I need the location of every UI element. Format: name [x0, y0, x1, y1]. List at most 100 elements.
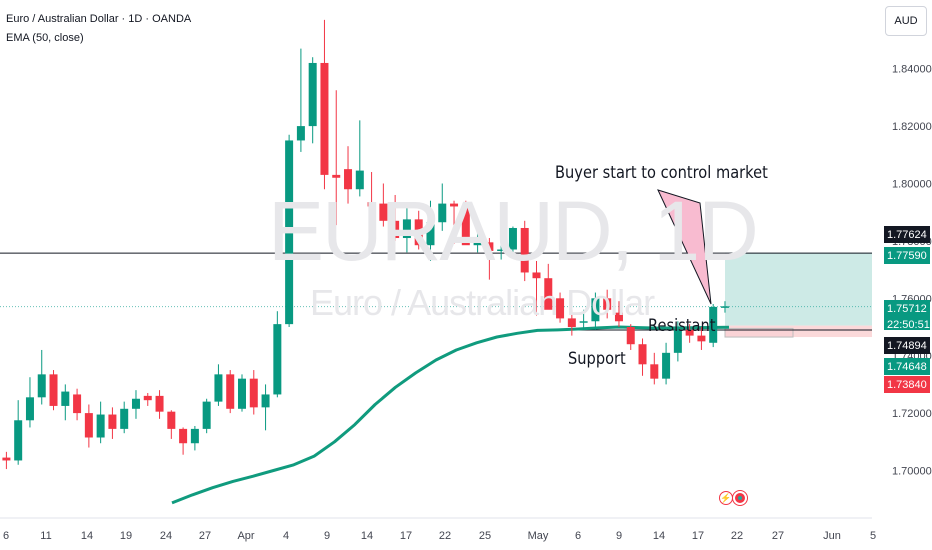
candle-body: [544, 278, 553, 310]
lightning-icon[interactable]: ⚡: [719, 491, 733, 505]
candle-body: [355, 170, 364, 190]
x-tick-label: May: [528, 530, 549, 542]
currency-button[interactable]: AUD: [885, 6, 927, 36]
candle: [508, 226, 517, 254]
candle: [367, 172, 376, 224]
candle: [202, 398, 211, 434]
candle-body: [461, 206, 470, 246]
candle-body: [532, 272, 541, 279]
candle: [285, 134, 294, 327]
candle-body: [131, 398, 140, 409]
candle: [49, 370, 58, 411]
candle-body: [567, 318, 576, 327]
candle: [37, 349, 46, 405]
candle: [497, 240, 506, 260]
candle-body: [603, 298, 612, 310]
candle-body: [249, 378, 258, 408]
price-label: 1.75712: [887, 303, 927, 315]
candle: [603, 289, 612, 319]
candle-body: [143, 395, 152, 401]
candle: [143, 393, 152, 406]
candle: [544, 263, 553, 310]
x-tick-label: 25: [479, 530, 491, 542]
candle: [638, 338, 647, 376]
candle-body: [49, 374, 58, 406]
candle-body: [450, 203, 459, 207]
candle: [214, 364, 223, 406]
candle: [402, 206, 411, 253]
candle-body: [697, 335, 706, 342]
price-label-bg: [884, 358, 930, 375]
candle: [73, 388, 82, 421]
candle: [532, 260, 541, 316]
price-label-bg: [884, 316, 930, 330]
candle: [96, 401, 105, 444]
stop-zone: [725, 325, 872, 338]
candle: [308, 57, 317, 144]
candle: [520, 220, 529, 282]
candle-body: [2, 457, 11, 461]
candle-body: [626, 327, 635, 345]
candle: [426, 200, 435, 261]
candle-body: [673, 329, 682, 353]
x-tick-label: 4: [283, 530, 289, 542]
price-label-bg: [884, 376, 930, 393]
candle: [14, 400, 23, 465]
candle-body: [579, 321, 588, 323]
candle: [473, 217, 482, 253]
candle: [414, 210, 423, 250]
x-tick-label: 22: [439, 530, 451, 542]
price-label: 22:50:51: [887, 319, 930, 331]
candle-body: [61, 391, 70, 406]
x-tick-label: 6: [3, 530, 9, 542]
candle: [120, 401, 129, 434]
candle-body: [485, 242, 494, 251]
candle-body: [650, 364, 659, 379]
candle-body: [638, 344, 647, 365]
y-tick-label: 1.72000: [892, 408, 932, 420]
candle: [238, 374, 246, 412]
candle-body: [379, 203, 388, 221]
candle: [296, 48, 305, 152]
candle: [650, 352, 659, 385]
candle: [685, 324, 694, 343]
candle: [709, 304, 718, 348]
annotation-resistant: Resistant: [648, 316, 716, 336]
time-axis-bg: [0, 518, 872, 550]
candle: [485, 238, 494, 280]
candle-body: [497, 249, 506, 252]
target-zone: [725, 252, 872, 326]
candle: [84, 404, 93, 448]
candle-body: [179, 428, 188, 444]
annotation-buyer: Buyer start to control market: [555, 163, 768, 183]
candle-body: [332, 174, 341, 178]
candle: [450, 200, 459, 244]
price-label: 1.73840: [887, 379, 927, 391]
x-tick-label: 5: [870, 530, 876, 542]
economic-event-icon[interactable]: [733, 491, 747, 505]
candle: [190, 426, 199, 451]
candle-body: [720, 306, 729, 308]
candle: [556, 292, 565, 323]
candle-body: [367, 202, 376, 207]
price-axis-bg: [872, 0, 932, 550]
candle: [261, 384, 270, 431]
candle-body: [96, 414, 105, 438]
candle: [673, 321, 682, 362]
candle-body: [120, 408, 129, 429]
candle: [2, 451, 11, 470]
candle-body: [190, 428, 199, 444]
candle-body: [556, 298, 565, 319]
candle-body: [320, 62, 329, 175]
candle: [567, 309, 576, 336]
candle-body: [591, 298, 600, 322]
candle: [155, 390, 164, 419]
candle-body: [520, 227, 529, 273]
candle-body: [73, 394, 82, 414]
candle-body: [709, 306, 718, 343]
candle-body: [285, 140, 294, 325]
candle-body: [308, 62, 317, 127]
candle-body: [238, 378, 246, 409]
candle: [179, 427, 188, 455]
